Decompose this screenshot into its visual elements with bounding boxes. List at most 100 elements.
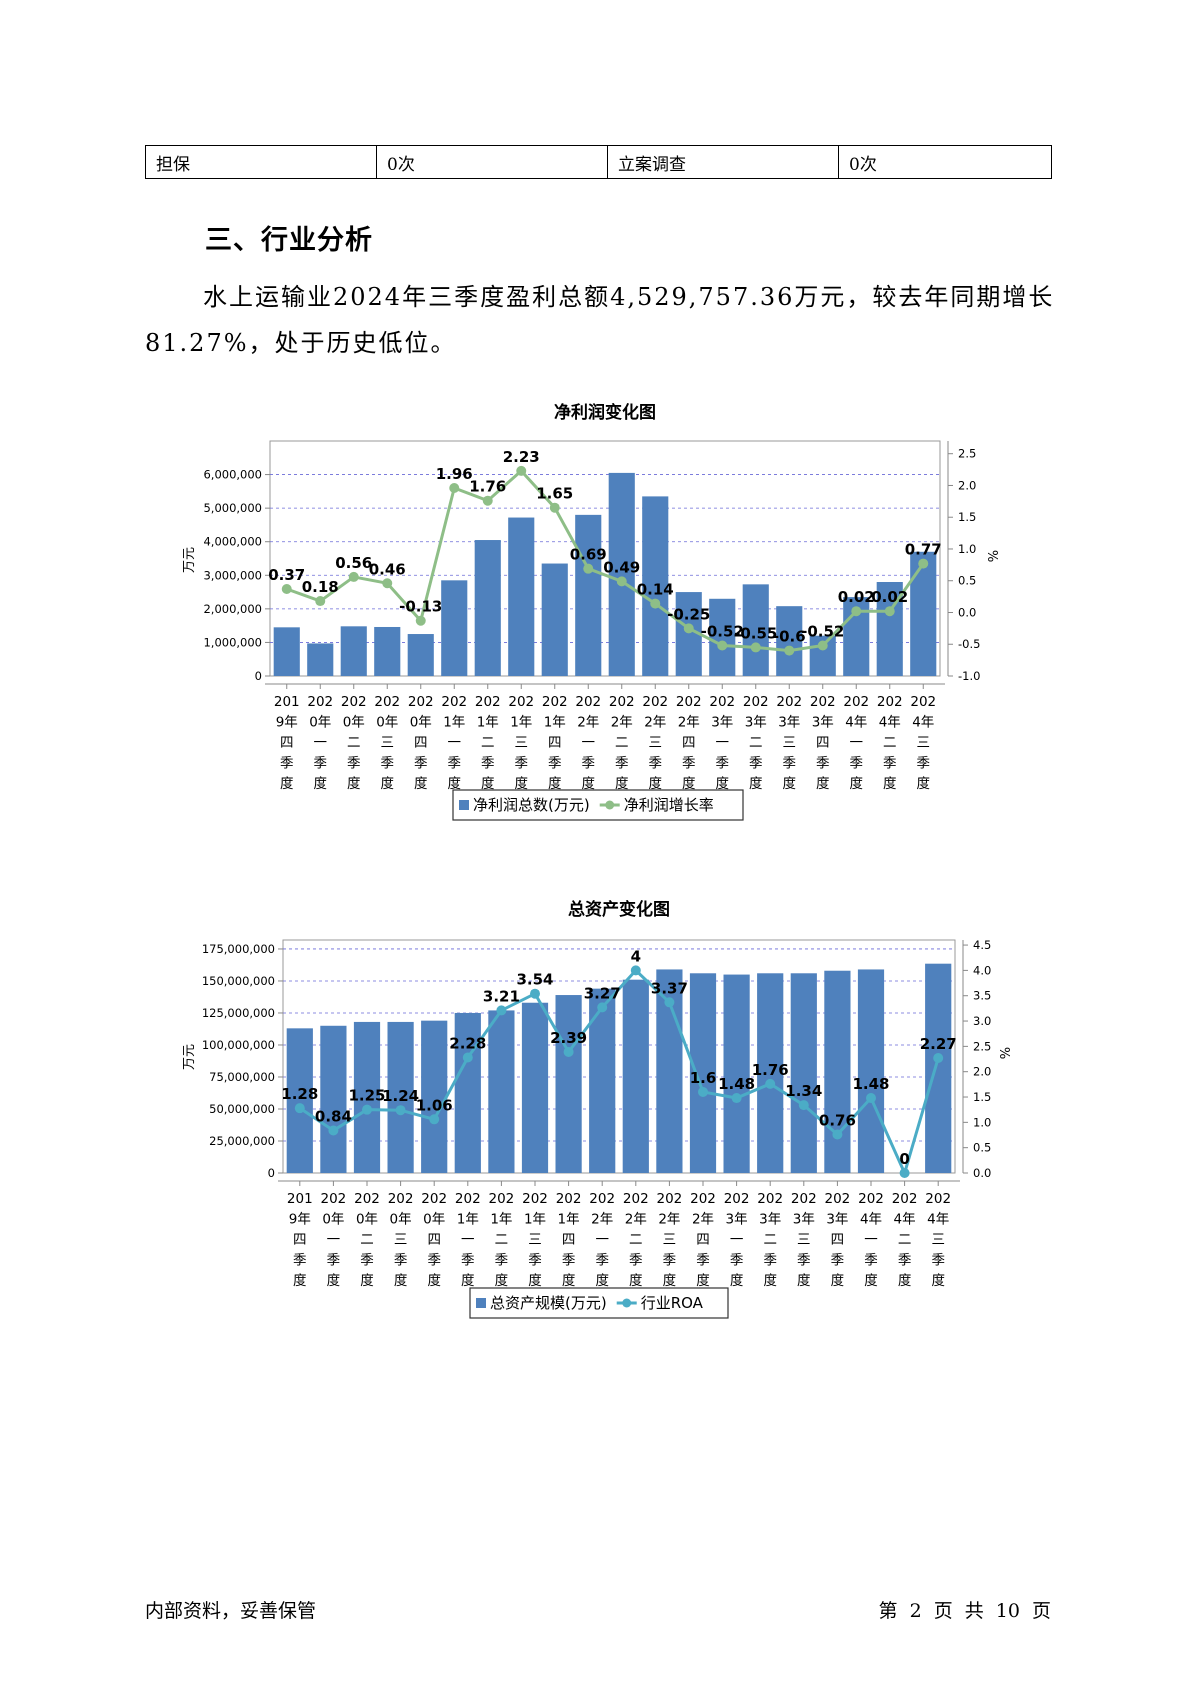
x-tick-label: 202 — [307, 694, 333, 710]
bar — [742, 584, 769, 676]
data-label: 0.46 — [369, 560, 406, 578]
data-label: -0.25 — [667, 605, 710, 623]
x-tick-label: 0年 — [309, 715, 331, 731]
x-tick-label: 二 — [749, 735, 763, 751]
x-tick-label: 1年 — [457, 1212, 479, 1228]
x-tick-label: 度 — [394, 1273, 408, 1289]
table-cell: 担保 — [145, 145, 377, 179]
x-tick-label: 度 — [448, 776, 462, 792]
table-cell: 立案调查 — [607, 145, 839, 179]
x-tick-label: 季 — [716, 756, 730, 772]
line-point — [616, 576, 627, 587]
x-tick-label: 三 — [931, 1232, 945, 1248]
data-label: 0.84 — [315, 1107, 352, 1125]
x-tick-label: 度 — [562, 1273, 576, 1289]
x-tick-label: 202 — [843, 694, 869, 710]
x-tick-label: 季 — [682, 756, 696, 772]
x-tick-label: 季 — [293, 1253, 307, 1269]
x-tick-label: 202 — [892, 1191, 918, 1207]
x-tick-label: 一 — [314, 735, 328, 751]
y2-tick-label: 1.5 — [958, 510, 976, 524]
data-label: 2.27 — [920, 1035, 957, 1053]
x-tick-label: 度 — [763, 1273, 777, 1289]
x-tick-label: 202 — [690, 1191, 716, 1207]
y-tick-label: 25,000,000 — [209, 1134, 275, 1148]
line-point — [362, 1104, 372, 1115]
line-point — [449, 483, 460, 493]
line-point — [832, 1129, 843, 1140]
legend-swatch-bar — [459, 800, 469, 810]
x-tick-label: 一 — [595, 1232, 609, 1248]
x-tick-label: 202 — [589, 1191, 615, 1207]
x-tick-label: 4年 — [927, 1212, 949, 1228]
x-tick-label: 度 — [831, 1273, 845, 1289]
data-label: 2.23 — [503, 448, 540, 466]
y2-tick-label: 1.5 — [973, 1090, 991, 1104]
x-tick-label: 二 — [360, 1232, 374, 1248]
x-tick-label: 0年 — [322, 1212, 344, 1228]
x-tick-label: 3年 — [826, 1212, 848, 1228]
x-tick-label: 度 — [783, 776, 797, 792]
x-tick-label: 4年 — [894, 1212, 916, 1228]
x-tick-label: 度 — [461, 1273, 475, 1289]
x-tick-label: 度 — [663, 1273, 677, 1289]
x-tick-label: 202 — [609, 694, 635, 710]
y-tick-label: 100,000,000 — [202, 1038, 275, 1052]
section-paragraph: 水上运输业2024年三季度盈利总额4,529,757.36万元，较去年同期增长8… — [145, 283, 1055, 357]
x-tick-label: 度 — [327, 1273, 341, 1289]
bar — [508, 517, 535, 676]
section-heading: 三、行业分析 — [205, 225, 373, 256]
x-tick-label: 1年 — [490, 1212, 512, 1228]
x-tick-label: 2年 — [678, 715, 700, 731]
x-tick-label: 2年 — [591, 1212, 613, 1228]
y2-tick-label: 3.5 — [973, 989, 991, 1003]
line-point — [918, 558, 929, 569]
x-tick-label: 三 — [515, 735, 529, 751]
line-point — [328, 1125, 339, 1136]
y-tick-label: 175,000,000 — [202, 942, 275, 956]
bar — [320, 1025, 347, 1173]
x-tick-label: 1年 — [544, 715, 566, 731]
line-point — [482, 495, 493, 506]
x-tick-label: 季 — [797, 1253, 811, 1269]
bar — [925, 963, 952, 1173]
line-point — [698, 1086, 708, 1097]
x-tick-label: 202 — [709, 694, 735, 710]
x-tick-label: 201 — [287, 1191, 313, 1207]
x-tick-label: 3年 — [793, 1212, 815, 1228]
x-tick-label: 202 — [522, 1191, 548, 1207]
x-tick-label: 度 — [716, 776, 730, 792]
data-label: -0.13 — [399, 598, 442, 616]
x-tick-label: 四 — [414, 735, 428, 751]
line-point — [731, 1093, 742, 1104]
x-tick-label: 二 — [629, 1232, 643, 1248]
data-label: 0.69 — [570, 546, 607, 564]
x-tick-label: 4年 — [860, 1212, 882, 1228]
y2-axis-label: % — [999, 1047, 1014, 1059]
bar — [307, 643, 334, 676]
bar — [353, 1021, 381, 1173]
bar — [374, 626, 401, 676]
x-tick-label: 3年 — [745, 715, 767, 731]
line-point — [294, 1103, 305, 1114]
bar — [555, 995, 582, 1173]
x-tick-label: 度 — [696, 1273, 710, 1289]
line-point — [630, 965, 641, 976]
y-tick-label: 150,000,000 — [202, 974, 275, 988]
x-tick-label: 度 — [749, 776, 763, 792]
x-tick-label: 度 — [649, 776, 663, 792]
x-tick-label: 季 — [917, 756, 931, 772]
bar — [776, 606, 803, 676]
x-tick-label: 度 — [314, 776, 328, 792]
line-point — [348, 571, 359, 582]
x-tick-label: 2年 — [611, 715, 633, 731]
x-tick-label: 季 — [528, 1253, 542, 1269]
x-tick-label: 202 — [441, 694, 467, 710]
chart-title: 总资产变化图 — [568, 899, 670, 920]
data-label: 0.77 — [905, 541, 942, 559]
data-label: 0.49 — [603, 558, 640, 576]
bar — [521, 1002, 549, 1173]
legend-swatch-bar — [476, 1298, 486, 1308]
x-tick-label: 度 — [360, 1273, 374, 1289]
x-tick-label: 一 — [327, 1232, 341, 1248]
